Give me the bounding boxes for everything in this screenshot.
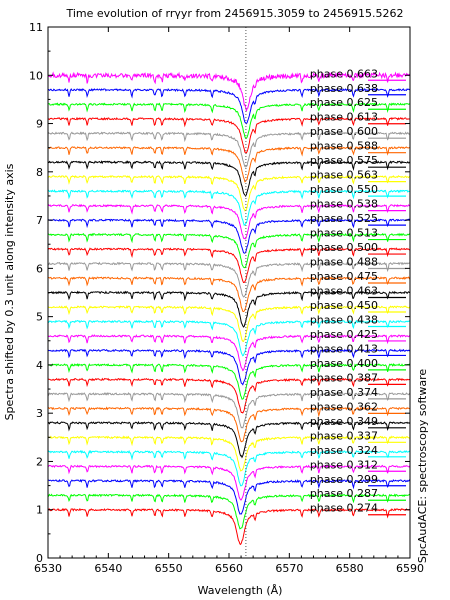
x-tick-label: 6530 xyxy=(34,562,62,575)
spectrum-line xyxy=(47,348,411,386)
spectrum-line xyxy=(47,189,411,226)
x-tick-label: 6540 xyxy=(94,562,122,575)
y-tick-label: 1 xyxy=(36,504,43,517)
spectrum-line xyxy=(47,334,411,372)
legend-label: phase 0.413 xyxy=(310,342,378,355)
legend-label: phase 0.525 xyxy=(310,212,378,225)
legend-label: phase 0.475 xyxy=(310,270,378,283)
spectrum-line xyxy=(47,116,411,154)
legend-label: phase 0.575 xyxy=(310,154,378,167)
legend-label: phase 0.274 xyxy=(310,502,378,515)
spectrum-line xyxy=(47,290,411,328)
spectrum-line xyxy=(47,435,411,472)
legend-label: phase 0.312 xyxy=(310,458,378,471)
spectrum-line xyxy=(47,377,411,414)
spectrum-line xyxy=(47,160,411,198)
legend-label: phase 0.588 xyxy=(310,140,378,153)
legend-label: phase 0.488 xyxy=(310,256,378,269)
spectrum-line xyxy=(47,102,411,139)
legend-label: phase 0.450 xyxy=(310,299,378,312)
legend-label: phase 0.550 xyxy=(310,183,378,196)
spectrum-line xyxy=(47,146,411,183)
spectrum-line xyxy=(47,507,411,546)
legend-label: phase 0.500 xyxy=(310,241,378,254)
y-tick-label: 7 xyxy=(36,214,43,227)
spectrum-line xyxy=(47,319,411,357)
legend-label: phase 0.299 xyxy=(310,473,378,486)
legend-label: phase 0.349 xyxy=(310,415,378,428)
spectrum-line xyxy=(47,261,411,298)
legend-label: phase 0.625 xyxy=(310,96,378,109)
legend-label: phase 0.438 xyxy=(310,313,378,326)
y-tick-label: 4 xyxy=(36,359,43,372)
legend-label: phase 0.563 xyxy=(310,169,378,182)
legend-label: phase 0.387 xyxy=(310,371,378,384)
chart-title: Time evolution of rrγyr from 2456915.305… xyxy=(65,7,403,20)
y-tick-label: 11 xyxy=(29,21,43,34)
legend-label: phase 0.600 xyxy=(310,125,378,138)
y-tick-label: 0 xyxy=(36,552,43,565)
software-credit: SpcAudACE: spectroscopy software xyxy=(416,369,429,563)
x-axis-label: Wavelength (Å) xyxy=(198,584,283,597)
y-tick-label: 10 xyxy=(29,69,43,82)
legend-label: phase 0.663 xyxy=(310,67,378,80)
spectrum-line xyxy=(47,218,411,254)
legend-label: phase 0.324 xyxy=(310,444,378,457)
spectrum-line xyxy=(47,247,411,283)
spectrum-line xyxy=(47,406,411,443)
spectrum-line xyxy=(48,71,411,112)
spectrum-line xyxy=(47,493,411,530)
y-axis-label: Spectra shifted by 0.3 unit along intens… xyxy=(3,163,16,420)
spectrum-line xyxy=(47,305,411,342)
spectrum-line xyxy=(47,174,411,212)
legend-label: phase 0.337 xyxy=(310,429,378,442)
spectrum-line xyxy=(47,131,411,168)
x-tick-label: 6560 xyxy=(215,562,243,575)
legend-label: phase 0.362 xyxy=(310,400,378,413)
spectrum-line xyxy=(47,276,411,313)
x-tick-label: 6550 xyxy=(155,562,183,575)
spectrum-line xyxy=(47,362,411,400)
spectrum-line xyxy=(47,203,411,240)
spectrum-line xyxy=(47,449,411,487)
legend-label: phase 0.400 xyxy=(310,357,378,370)
y-tick-label: 6 xyxy=(36,262,43,275)
y-tick-label: 3 xyxy=(36,407,43,420)
spectrum-line xyxy=(47,232,411,269)
x-tick-label: 6580 xyxy=(336,562,364,575)
spectrum-line xyxy=(48,478,411,515)
spectrum-line xyxy=(47,464,411,501)
legend-label: phase 0.425 xyxy=(310,328,378,341)
legend-label: phase 0.287 xyxy=(310,487,378,500)
spectrum-line xyxy=(47,391,411,429)
y-tick-label: 2 xyxy=(36,455,43,468)
legend-label: phase 0.513 xyxy=(310,227,378,240)
y-tick-label: 8 xyxy=(36,166,43,179)
legend-label: phase 0.463 xyxy=(310,285,378,298)
legend-label: phase 0.538 xyxy=(310,198,378,211)
x-axis: 6530 6540 6550 6560 6570 6580 6590 xyxy=(34,27,424,575)
y-tick-label: 5 xyxy=(36,311,43,324)
y-tick-label: 9 xyxy=(36,118,43,131)
legend-label: phase 0.613 xyxy=(310,111,378,124)
spectra-series xyxy=(47,71,411,546)
spectrum-line xyxy=(47,88,411,125)
legend-label: phase 0.374 xyxy=(310,386,378,399)
x-tick-label: 6570 xyxy=(275,562,303,575)
legend-label: phase 0.638 xyxy=(310,82,378,95)
y-axis: 0 1 2 3 4 5 6 7 8 9 10 11 xyxy=(29,21,410,565)
x-tick-label: 6590 xyxy=(396,562,424,575)
spectrum-line xyxy=(47,420,411,459)
